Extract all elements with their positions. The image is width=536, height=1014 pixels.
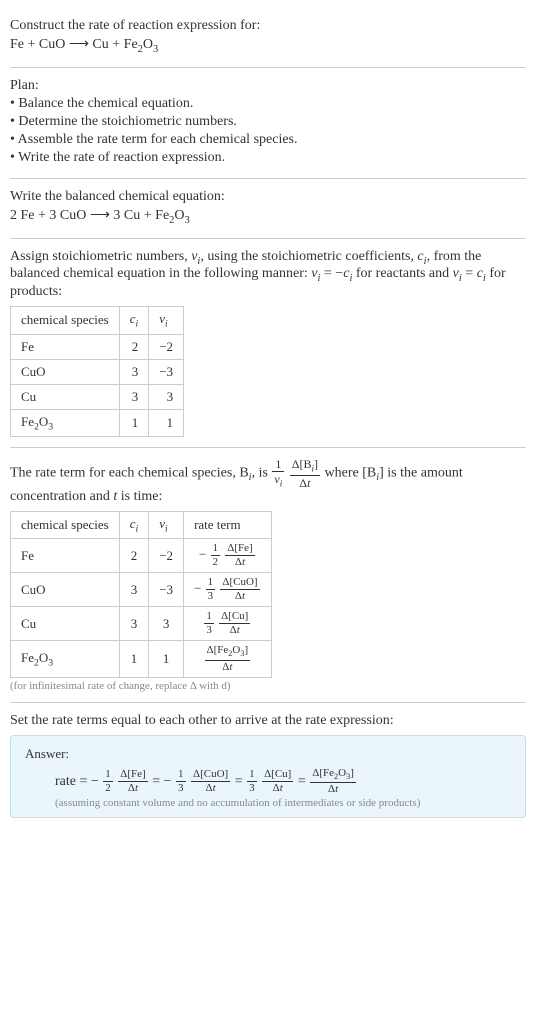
rate-expression: rate = − 12 Δ[Fe]Δt = − 13 Δ[CuO]Δt = 13… — [55, 768, 511, 795]
rate-term-text: The rate term for each chemical species,… — [10, 458, 526, 504]
answer-note: (assuming constant volume and no accumul… — [55, 797, 511, 809]
section-prompt: Construct the rate of reaction expressio… — [10, 8, 526, 68]
stoich-table: chemical species ci νi Fe 2 −2 CuO 3 −3 … — [10, 306, 184, 437]
table-row: chemical species ci νi — [11, 307, 184, 335]
col-c: ci — [119, 511, 149, 539]
table-row: Fe2O3 1 1 Δ[Fe2O3] Δt — [11, 641, 272, 677]
plan-b1: • Balance the chemical equation. — [10, 96, 526, 112]
col-species: chemical species — [11, 511, 120, 539]
fraction: Δ[Fe]Δt — [225, 543, 254, 568]
col-species: chemical species — [11, 307, 120, 335]
balanced-title: Write the balanced chemical equation: — [10, 189, 526, 205]
fraction: 12 — [211, 543, 221, 568]
eq-lhs: Fe + CuO — [10, 37, 65, 52]
section-assign: Assign stoichiometric numbers, νi, using… — [10, 239, 526, 449]
eq-rhs-pre: Cu + Fe — [92, 37, 137, 52]
col-nu: νi — [149, 307, 184, 335]
table-row: CuO 3 −3 − 13 Δ[CuO]Δt — [11, 573, 272, 607]
fraction: Δ[Fe2O3] Δt — [310, 768, 356, 795]
table-row: Fe 2 −2 − 12 Δ[Fe]Δt — [11, 539, 272, 573]
fraction: Δ[CuO]Δt — [220, 577, 259, 602]
fraction: Δ[Fe]Δt — [118, 769, 147, 794]
fraction: 13 — [176, 769, 186, 794]
answer-label: Answer: — [25, 746, 511, 762]
fraction: Δ[Bi]Δt — [290, 458, 320, 488]
fraction: 12 — [103, 769, 113, 794]
fraction: Δ[Cu]Δt — [219, 611, 250, 636]
assign-text: Assign stoichiometric numbers, νi, using… — [10, 249, 526, 301]
bal-rhs-sub2: 3 — [185, 215, 190, 226]
eq-rhs-mid: O — [143, 37, 153, 52]
table-row: Cu 3 3 — [11, 384, 184, 409]
section-balanced: Write the balanced chemical equation: 2 … — [10, 179, 526, 239]
bal-rhs-mid: O — [174, 208, 184, 223]
col-rate-term: rate term — [184, 511, 272, 539]
bal-rhs-pre: 3 Cu + Fe — [113, 208, 169, 223]
plan-b3: • Assemble the rate term for each chemic… — [10, 132, 526, 148]
table-row: CuO 3 −3 — [11, 359, 184, 384]
fraction: Δ[Fe2O3] Δt — [205, 645, 251, 672]
bal-lhs: 2 Fe + 3 CuO — [10, 208, 86, 223]
arrow-icon: ⟶ — [90, 208, 110, 223]
plan-b2: • Determine the stoichiometric numbers. — [10, 114, 526, 130]
table-row: Fe2O3 1 1 — [11, 409, 184, 437]
balanced-equation: 2 Fe + 3 CuO ⟶ 3 Cu + Fe2O3 — [10, 207, 526, 226]
final-intro: Set the rate terms equal to each other t… — [10, 713, 526, 729]
fraction: 13 — [247, 769, 257, 794]
fraction: Δ[Cu]Δt — [262, 769, 293, 794]
plan-b4: • Write the rate of reaction expression. — [10, 150, 526, 166]
eq-rhs-sub2: 3 — [153, 44, 158, 55]
section-final: Set the rate terms equal to each other t… — [10, 703, 526, 828]
prompt-text: Construct the rate of reaction expressio… — [10, 18, 526, 34]
unbalanced-equation: Fe + CuO ⟶ Cu + Fe2O3 — [10, 36, 526, 55]
section-rate-term: The rate term for each chemical species,… — [10, 448, 526, 702]
table-row: Cu 3 3 13 Δ[Cu]Δt — [11, 607, 272, 641]
table-row: chemical species ci νi rate term — [11, 511, 272, 539]
section-plan: Plan: • Balance the chemical equation. •… — [10, 68, 526, 179]
fraction: 1νi — [272, 458, 284, 488]
table-row: Fe 2 −2 — [11, 334, 184, 359]
fraction: 13 — [206, 577, 216, 602]
footnote: (for infinitesimal rate of change, repla… — [10, 680, 526, 692]
answer-box: Answer: rate = − 12 Δ[Fe]Δt = − 13 Δ[CuO… — [10, 735, 526, 818]
col-c: ci — [119, 307, 149, 335]
arrow-icon: ⟶ — [69, 37, 89, 52]
fraction: Δ[CuO]Δt — [191, 769, 230, 794]
col-nu: νi — [149, 511, 184, 539]
plan-title: Plan: — [10, 78, 526, 94]
fraction: 13 — [204, 611, 214, 636]
rate-term-table: chemical species ci νi rate term Fe 2 −2… — [10, 511, 272, 678]
